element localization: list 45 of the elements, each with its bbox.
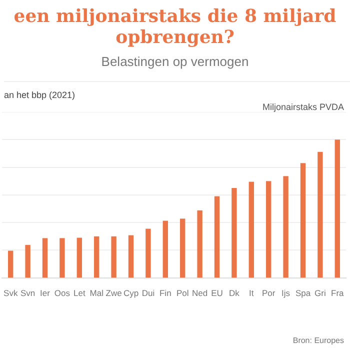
x-tick-label: It	[249, 288, 254, 298]
x-tick-label: Zwe	[106, 288, 122, 298]
chart-title: een miljonairstaks die 8 miljard opbrengen?	[12, 6, 338, 48]
bar	[60, 238, 65, 278]
x-tick-label: Cyp	[123, 288, 139, 298]
x-tick-label: Svk	[4, 288, 18, 298]
bar	[248, 182, 254, 278]
x-tick-label: Dui	[142, 288, 155, 298]
bar	[283, 176, 288, 278]
bar	[146, 228, 151, 278]
x-tick-label: Let	[73, 288, 86, 298]
x-tick-label: Ier	[40, 288, 50, 298]
bar	[197, 210, 202, 278]
bar	[232, 188, 237, 278]
x-tick-label: Gri	[314, 288, 326, 298]
x-tick-label: Spa	[295, 288, 311, 298]
x-tick-label: EU	[211, 288, 223, 298]
x-tick-label: Ijs	[282, 288, 290, 298]
bar	[128, 235, 134, 278]
x-tick-label: Fin	[159, 288, 172, 298]
x-tick-label: Oos	[54, 288, 70, 298]
chart-subtitle: Belastingen op vermogen	[100, 54, 250, 69]
y-axis-title: an het bbp (2021)	[4, 81, 350, 100]
x-tick-label: Svn	[20, 288, 36, 298]
x-tick-label: Mal	[90, 288, 104, 298]
x-tick-label: Por	[262, 288, 276, 298]
bar	[8, 250, 14, 278]
bar	[334, 140, 340, 278]
bar	[42, 238, 48, 278]
bar	[76, 238, 82, 278]
text: Bron: Europes	[292, 336, 345, 345]
bar	[94, 236, 100, 278]
x-tick-label: Pol	[176, 288, 189, 298]
x-tick-label: Dk	[229, 288, 240, 298]
bar	[162, 220, 168, 278]
bar	[300, 163, 306, 278]
bar	[214, 196, 220, 278]
bar	[318, 152, 323, 278]
x-tick-label: Ned	[192, 288, 208, 298]
text: Miljonairstaks PVDA	[261, 102, 345, 112]
x-tick-label: Fra	[331, 288, 344, 298]
bar	[111, 236, 116, 278]
bar	[25, 244, 30, 278]
bar	[180, 218, 186, 278]
bar	[266, 181, 272, 278]
